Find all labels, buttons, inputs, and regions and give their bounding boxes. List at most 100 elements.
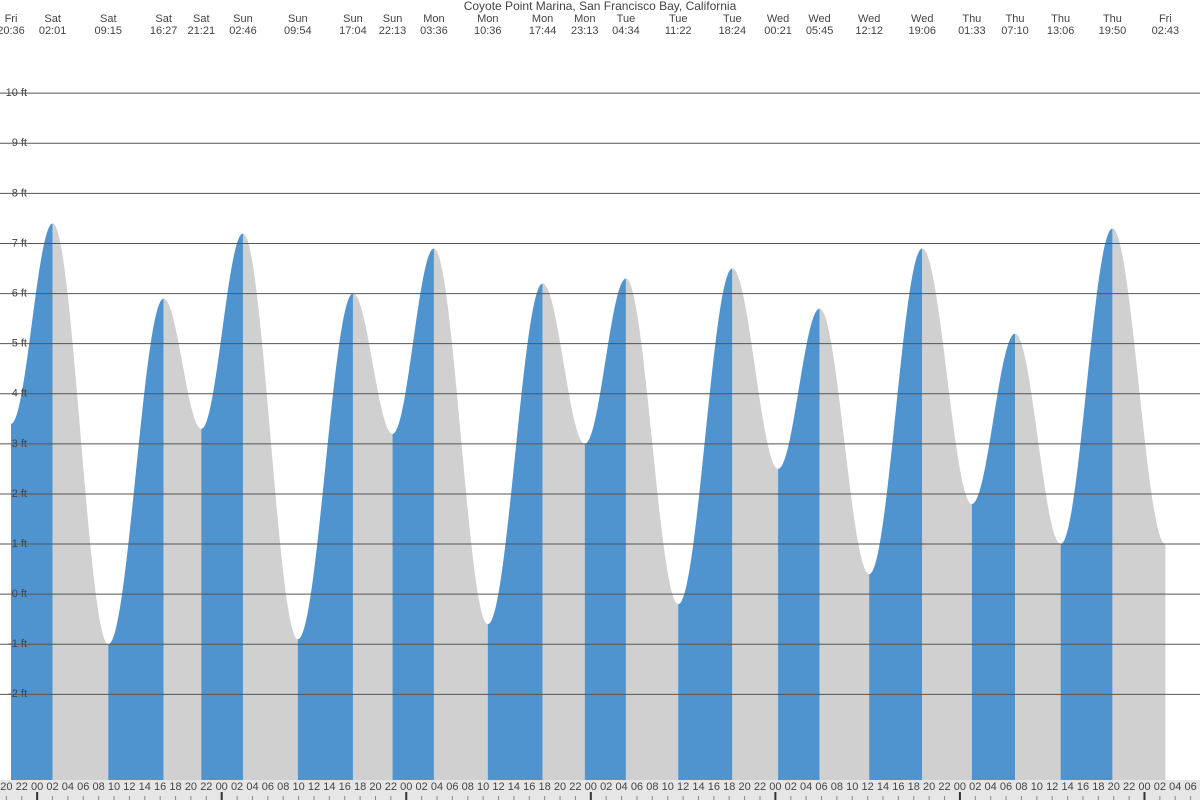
extreme-time-label: 20:36 (0, 25, 25, 37)
x-tick-label: 12 (492, 781, 504, 793)
extreme-day-label: Wed (808, 13, 830, 25)
x-tick-label: 22 (385, 781, 397, 793)
rising-tide-area (392, 248, 434, 780)
extreme-time-label: 09:15 (95, 25, 123, 37)
x-tick-label: 04 (62, 781, 74, 793)
falling-tide-area (922, 248, 972, 780)
extreme-time-label: 00:21 (764, 25, 792, 37)
y-tick-label: 6 ft (12, 287, 27, 299)
x-tick-label: 20 (554, 781, 566, 793)
rising-tide-area (10, 223, 53, 780)
y-tick-label: 4 ft (12, 388, 27, 400)
x-tick-label: 00 (1138, 781, 1150, 793)
extreme-time-label: 23:13 (571, 25, 599, 37)
x-tick-label: 20 (185, 781, 197, 793)
falling-tide-area (163, 298, 202, 780)
x-tick-label: 22 (16, 781, 28, 793)
falling-tide-area (352, 293, 393, 780)
rising-tide-area (1060, 228, 1113, 780)
x-tick-label: 00 (400, 781, 412, 793)
y-tick-label: -1 ft (8, 638, 27, 650)
y-tick-label: 9 ft (12, 137, 27, 149)
y-tick-label: 0 ft (12, 588, 27, 600)
rising-tide-area (108, 298, 164, 780)
extreme-day-label: Fri (5, 13, 18, 25)
x-tick-label: 12 (308, 781, 320, 793)
extreme-day-label: Sat (155, 13, 172, 25)
extreme-day-label: Sun (343, 13, 363, 25)
x-tick-label: 10 (662, 781, 674, 793)
extreme-time-label: 07:10 (1001, 25, 1029, 37)
x-tick-label: 08 (277, 781, 289, 793)
x-tick-label: 08 (831, 781, 843, 793)
y-tick-label: -2 ft (8, 688, 27, 700)
x-tick-label: 14 (139, 781, 151, 793)
x-tick-label: 14 (508, 781, 520, 793)
y-tick-label: 8 ft (12, 187, 27, 199)
extreme-day-label: Sun (288, 13, 308, 25)
x-tick-label: 04 (615, 781, 627, 793)
x-tick-label: 06 (631, 781, 643, 793)
x-tick-label: 16 (892, 781, 904, 793)
y-tick-label: 10 ft (6, 87, 27, 99)
extreme-day-label: Thu (1006, 13, 1025, 25)
x-tick-label: 00 (216, 781, 228, 793)
x-tick-label: 14 (692, 781, 704, 793)
x-tick-label: 16 (339, 781, 351, 793)
extreme-day-label: Wed (767, 13, 789, 25)
x-tick-label: 10 (108, 781, 120, 793)
x-tick-label: 20 (923, 781, 935, 793)
extreme-time-label: 17:04 (339, 25, 367, 37)
extreme-day-label: Sat (193, 13, 210, 25)
extreme-time-label: 09:54 (284, 25, 312, 37)
x-tick-label: 16 (523, 781, 535, 793)
x-tick-label: 00 (585, 781, 597, 793)
x-tick-label: 02 (600, 781, 612, 793)
falling-tide-area (542, 283, 585, 780)
x-tick-label: 08 (93, 781, 105, 793)
x-tick-label: 22 (1123, 781, 1135, 793)
extreme-day-label: Sat (100, 13, 117, 25)
falling-tide-area (242, 233, 298, 780)
x-tick-label: 02 (785, 781, 797, 793)
rising-tide-area (487, 283, 543, 780)
x-tick-label: 06 (1184, 781, 1196, 793)
extreme-time-label: 16:27 (150, 25, 178, 37)
extreme-time-label: 02:43 (1152, 25, 1180, 37)
x-tick-label: 12 (1046, 781, 1058, 793)
falling-tide-area (732, 268, 779, 780)
y-tick-label: 1 ft (12, 538, 27, 550)
x-tick-label: 12 (862, 781, 874, 793)
extreme-day-label: Sun (383, 13, 403, 25)
x-tick-label: 20 (369, 781, 381, 793)
x-tick-label: 00 (954, 781, 966, 793)
extreme-time-label: 13:06 (1047, 25, 1075, 37)
rising-tide-area (869, 248, 923, 780)
x-tick-label: 16 (154, 781, 166, 793)
extreme-time-label: 05:45 (806, 25, 834, 37)
falling-tide-area (625, 278, 679, 780)
extreme-time-label: 03:36 (420, 25, 448, 37)
rising-tide-area (678, 268, 733, 780)
x-tick-label: 10 (292, 781, 304, 793)
extreme-time-label: 02:46 (229, 25, 257, 37)
x-tick-label: 14 (877, 781, 889, 793)
x-tick-label: 10 (1031, 781, 1043, 793)
x-tick-label: 06 (77, 781, 89, 793)
y-tick-label: 7 ft (12, 237, 27, 249)
extreme-time-label: 21:21 (188, 25, 216, 37)
x-tick-label: 16 (1077, 781, 1089, 793)
x-tick-label: 22 (938, 781, 950, 793)
falling-tide-area (1015, 333, 1061, 780)
x-tick-label: 02 (1154, 781, 1166, 793)
x-tick-label: 04 (246, 781, 258, 793)
extreme-day-label: Wed (911, 13, 933, 25)
extreme-day-label: Sun (233, 13, 253, 25)
extreme-time-label: 17:44 (529, 25, 557, 37)
extreme-day-label: Fri (1159, 13, 1172, 25)
x-tick-label: 08 (646, 781, 658, 793)
rising-tide-area (971, 333, 1016, 780)
falling-tide-area (1112, 228, 1166, 780)
extreme-time-label: 11:22 (665, 25, 692, 37)
